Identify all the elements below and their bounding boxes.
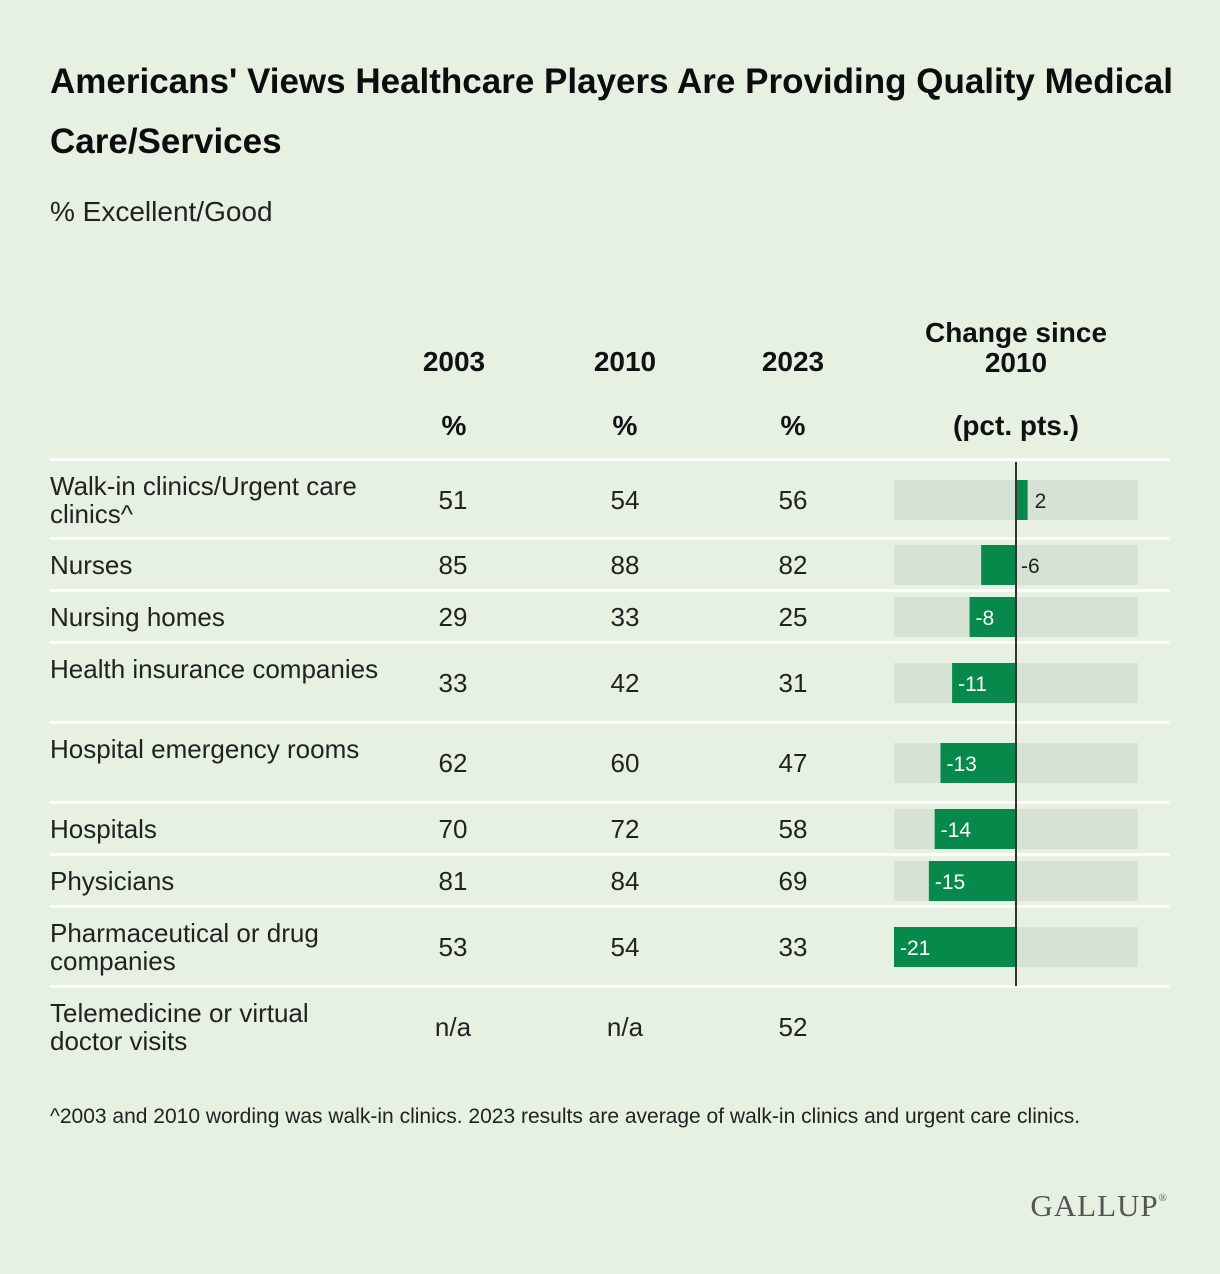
header-change-line2: 2010 bbox=[984, 347, 1048, 378]
table-top-rule bbox=[50, 458, 1170, 461]
row-divider bbox=[50, 641, 1170, 644]
row-divider bbox=[50, 801, 1170, 804]
cell-v2010: 60 bbox=[610, 748, 640, 778]
change-data-label: 2 bbox=[1035, 490, 1047, 513]
cell-v2023: 25 bbox=[778, 602, 808, 632]
change-bar bbox=[981, 545, 1016, 585]
row-divider bbox=[50, 853, 1170, 856]
cell-v2010: n/a bbox=[606, 1012, 644, 1042]
cell-v2023: 82 bbox=[778, 550, 808, 580]
header-change-line1: Change since bbox=[924, 317, 1108, 348]
row-divider bbox=[50, 537, 1170, 540]
cell-v2003: 53 bbox=[438, 932, 468, 962]
cell-v2023: 56 bbox=[778, 485, 808, 515]
gallup-logo: GALLUP® bbox=[1030, 1188, 1168, 1224]
cell-v2010: 33 bbox=[610, 602, 640, 632]
header-2023: 2023 bbox=[761, 346, 825, 377]
row-divider bbox=[50, 905, 1170, 908]
cell-v2003: 81 bbox=[438, 866, 468, 896]
cell-v2003: n/a bbox=[434, 1012, 472, 1042]
cell-v2003: 33 bbox=[438, 668, 468, 698]
row-divider bbox=[50, 985, 1170, 988]
change-bar bbox=[1016, 480, 1028, 520]
cell-v2023: 52 bbox=[778, 1012, 808, 1042]
row-divider bbox=[50, 589, 1170, 592]
cell-v2023: 47 bbox=[778, 748, 808, 778]
cell-v2003: 29 bbox=[438, 602, 468, 632]
change-bar bbox=[969, 597, 1016, 637]
row-label: Telemedicine or virtual doctor visits bbox=[50, 998, 309, 1056]
chart-subtitle: % Excellent/Good bbox=[50, 196, 273, 227]
row-label: Physicians bbox=[50, 866, 175, 896]
change-data-label: -11 bbox=[958, 673, 987, 696]
row-label: Pharmaceutical or drug companies bbox=[50, 918, 319, 976]
change-data-label: -8 bbox=[976, 607, 995, 630]
change-bar bbox=[952, 663, 1016, 703]
row-label: Hospitals bbox=[50, 814, 157, 844]
header-pct-2023: % bbox=[780, 410, 806, 441]
header-pct-2003: % bbox=[441, 410, 467, 441]
brand-name: GALLUP bbox=[1030, 1188, 1159, 1223]
cell-v2010: 54 bbox=[610, 485, 640, 515]
row-divider bbox=[50, 721, 1170, 724]
row-label: Hospital emergency rooms bbox=[50, 734, 360, 764]
change-bar bbox=[928, 861, 1016, 901]
header-2010: 2010 bbox=[593, 346, 657, 377]
row-label: Nurses bbox=[50, 550, 133, 580]
change-data-label: -14 bbox=[941, 819, 972, 842]
row-label: Health insurance companies bbox=[50, 654, 379, 684]
cell-v2003: 85 bbox=[438, 550, 468, 580]
row-label: Nursing homes bbox=[50, 602, 225, 632]
cell-v2023: 69 bbox=[778, 866, 808, 896]
change-data-label: -21 bbox=[900, 937, 930, 960]
change-bar bbox=[940, 743, 1016, 783]
cell-v2010: 88 bbox=[610, 550, 640, 580]
cell-v2010: 54 bbox=[610, 932, 640, 962]
header-pct-2010: % bbox=[612, 410, 638, 441]
cell-v2003: 51 bbox=[438, 485, 468, 515]
cell-v2003: 70 bbox=[438, 814, 468, 844]
cell-v2010: 84 bbox=[610, 866, 640, 896]
cell-v2010: 42 bbox=[610, 668, 640, 698]
change-bar bbox=[934, 809, 1016, 849]
change-bar bbox=[894, 927, 1016, 967]
change-data-label: -13 bbox=[946, 753, 976, 776]
cell-v2023: 33 bbox=[778, 932, 808, 962]
cell-v2003: 62 bbox=[438, 748, 468, 778]
row-label: Walk-in clinics/Urgent care clinics^ bbox=[50, 471, 357, 529]
cell-v2010: 72 bbox=[610, 814, 640, 844]
cell-v2023: 31 bbox=[778, 668, 808, 698]
chart-title: Americans' Views Healthcare Players Are … bbox=[50, 62, 1173, 161]
header-2003: 2003 bbox=[422, 346, 486, 377]
cell-v2023: 58 bbox=[778, 814, 808, 844]
header-change-unit: (pct. pts.) bbox=[953, 410, 1079, 441]
change-data-label: -6 bbox=[1021, 555, 1040, 578]
registered-mark: ® bbox=[1158, 1192, 1168, 1204]
change-data-label: -15 bbox=[935, 871, 965, 894]
footnote: ^2003 and 2010 wording was walk-in clini… bbox=[50, 1105, 1081, 1128]
